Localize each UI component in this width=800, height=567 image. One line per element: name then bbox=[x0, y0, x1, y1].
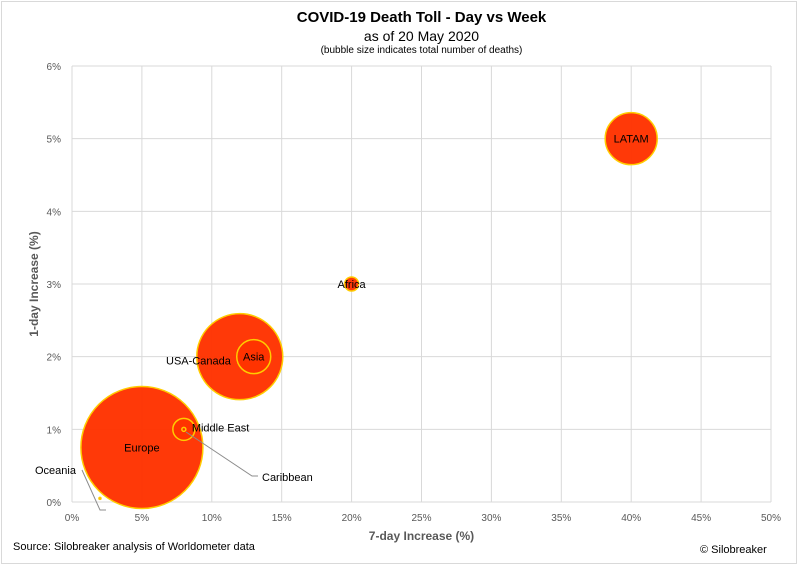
tick-labels: 0% 5% 10% 15% 20% 25% 30% 35% 40% 45% 50% 0% 1% 2% 3% 4… bbox=[47, 62, 782, 524]
x-tick-label: 35% bbox=[551, 513, 571, 524]
y-tick-label: 5% bbox=[47, 135, 62, 146]
chart-note: (bubble size indicates total number of d… bbox=[320, 45, 523, 56]
y-tick-label: 0% bbox=[47, 498, 62, 509]
bubble-labels: Europe USA-Canada LATAM Asia Middle East Afri… bbox=[35, 134, 649, 484]
x-tick-label: 15% bbox=[272, 513, 292, 524]
bubble-label-usa-canada: USA-Canada bbox=[166, 356, 232, 368]
bubble-caribbean bbox=[181, 426, 187, 433]
y-tick-label: 3% bbox=[47, 280, 62, 291]
y-tick-label: 6% bbox=[47, 62, 62, 73]
chart-title: COVID-19 Death Toll - Day vs Week bbox=[296, 9, 547, 26]
bubble-asia bbox=[235, 338, 272, 375]
bubble-label-europe: Europe bbox=[124, 443, 159, 455]
bubble-label-middle-east: Middle East bbox=[192, 422, 249, 434]
bubble-label-oceania: Oceania bbox=[35, 465, 77, 477]
bubble-label-africa: Africa bbox=[338, 279, 367, 291]
copyright-credit: © Silobreaker bbox=[700, 544, 767, 556]
x-tick-label: 50% bbox=[761, 513, 781, 524]
bubble-label-caribbean: Caribbean bbox=[262, 472, 313, 484]
bubble-latam bbox=[604, 111, 658, 166]
x-tick-label: 0% bbox=[65, 513, 80, 524]
x-tick-label: 20% bbox=[342, 513, 362, 524]
source-note: Source: Silobreaker analysis of Worldome… bbox=[13, 541, 255, 553]
bubbles bbox=[80, 111, 658, 510]
chart-subtitle: as of 20 May 2020 bbox=[363, 28, 480, 44]
y-axis-title: 1-day Increase (%) bbox=[27, 231, 41, 336]
x-tick-label: 5% bbox=[135, 513, 150, 524]
leader-line bbox=[81, 469, 106, 511]
leader-lines bbox=[81, 431, 258, 511]
x-tick-label: 45% bbox=[691, 513, 711, 524]
x-axis-title: 7-day Increase (%) bbox=[369, 529, 474, 543]
bubble-europe bbox=[80, 385, 204, 510]
y-tick-label: 1% bbox=[47, 425, 62, 436]
y-tick-label: 4% bbox=[47, 207, 62, 218]
x-tick-label: 25% bbox=[411, 513, 431, 524]
leader-line bbox=[185, 431, 258, 477]
x-tick-label: 40% bbox=[621, 513, 641, 524]
bubble-oceania bbox=[98, 496, 102, 501]
x-tick-label: 10% bbox=[202, 513, 222, 524]
x-tick-label: 30% bbox=[481, 513, 501, 524]
bubble-label-latam: LATAM bbox=[614, 134, 649, 146]
y-tick-label: 2% bbox=[47, 353, 62, 364]
bubble-label-asia: Asia bbox=[243, 352, 265, 364]
bubble-africa bbox=[343, 276, 360, 292]
